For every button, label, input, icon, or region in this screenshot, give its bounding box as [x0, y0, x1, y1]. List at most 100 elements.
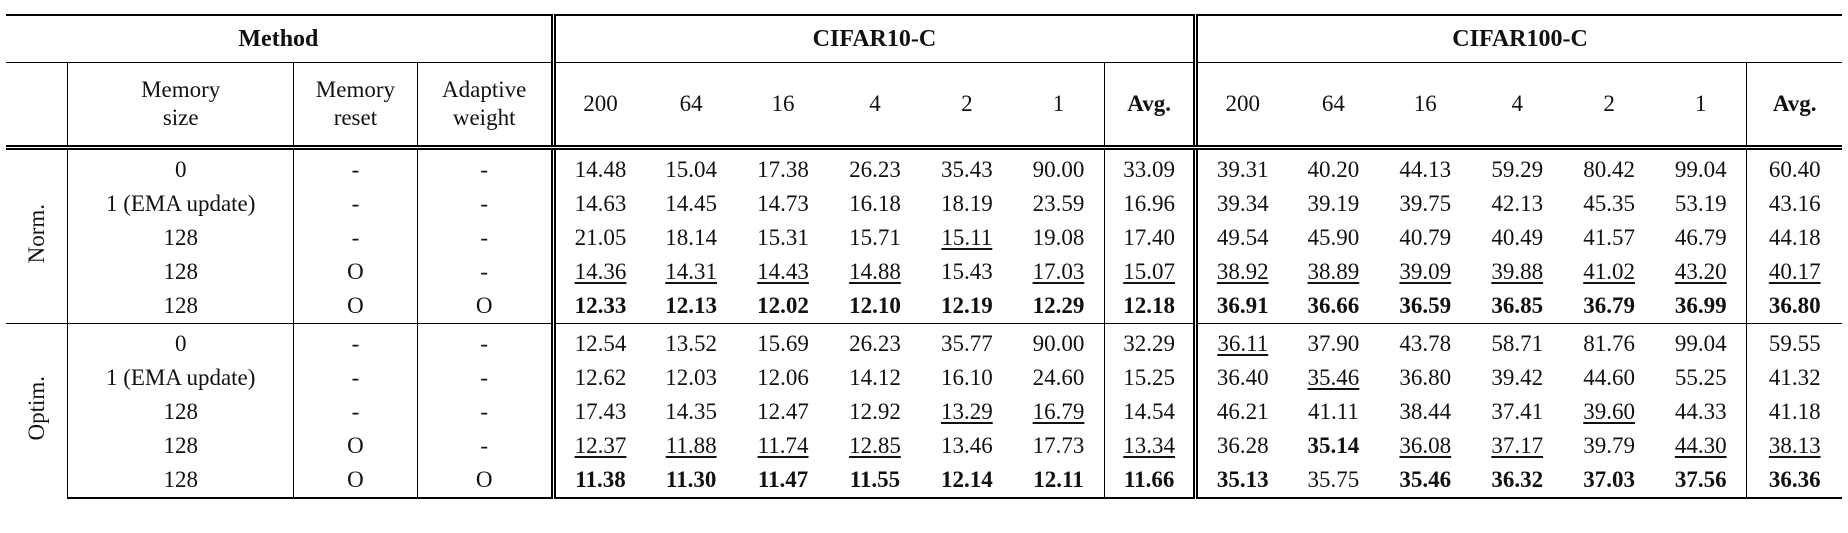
cell-text: -	[480, 399, 488, 424]
cell-value: 45.35	[1583, 191, 1635, 216]
cell-value: 39.88	[1491, 259, 1544, 284]
cell-value: 59.29	[1491, 157, 1544, 182]
value-cell: 14.54	[1104, 395, 1196, 429]
cell-text: 128	[163, 259, 198, 284]
cell-text: O	[347, 467, 364, 492]
method-cell: -	[416, 255, 554, 289]
cell-value: 46.79	[1674, 225, 1727, 250]
method-cell: -	[416, 323, 554, 361]
value-cell: 14.31	[645, 255, 737, 289]
value-cell: 12.29	[1013, 289, 1105, 324]
cell-value: 37.03	[1583, 467, 1635, 492]
method-cell: -	[416, 361, 554, 395]
cell-value: 33.09	[1123, 157, 1175, 182]
value-cell: 45.35	[1563, 187, 1655, 221]
cell-value: 14.88	[849, 259, 901, 284]
cell-value: 36.80	[1399, 365, 1452, 390]
value-cell: 14.48	[550, 147, 646, 187]
cell-text: -	[351, 191, 360, 216]
method-title: Method	[238, 25, 319, 52]
header-text: Memory	[315, 77, 395, 102]
value-cell: 13.29	[921, 395, 1013, 429]
cell-value: 44.33	[1674, 399, 1727, 424]
value-cell: 44.30	[1655, 429, 1747, 463]
value-cell: 11.66	[1104, 463, 1196, 499]
dataset-header: CIFAR10-C	[550, 14, 1196, 63]
cell-value: 41.02	[1583, 259, 1635, 284]
method-column-header: Memory reset	[293, 62, 417, 150]
value-cell: 26.23	[829, 148, 921, 188]
cell-value: 12.47	[757, 399, 809, 424]
value-cell: 21.05	[550, 221, 646, 255]
cell-value: 43.78	[1399, 331, 1452, 356]
cell-value: 35.14	[1307, 433, 1360, 458]
data-row: 128 O O 11.38 11.30 11.47 11.55 12.14 12.11 11.66…	[6, 463, 1842, 499]
value-cell: 14.88	[829, 255, 921, 289]
cell-value: 35.43	[940, 157, 993, 182]
cell-value: 39.31	[1216, 157, 1269, 182]
cell-text: 128	[163, 433, 198, 458]
value-cell: 14.43	[737, 255, 829, 289]
value-cell: 13.46	[921, 429, 1013, 463]
value-cell: 38.13	[1746, 429, 1842, 463]
value-cell: 46.79	[1655, 221, 1747, 255]
results-table: Method CIFAR10-C CIFAR100-C Memory size Memor…	[6, 14, 1842, 499]
value-cell: 26.23	[829, 323, 921, 361]
cell-text: -	[351, 225, 360, 250]
cell-value: 36.99	[1674, 293, 1727, 318]
cell-text: 128	[163, 467, 198, 492]
cell-value: 14.63	[574, 191, 627, 216]
value-cell: 36.80	[1746, 289, 1842, 324]
value-cell: 15.71	[829, 221, 921, 255]
value-cell: 36.66	[1287, 289, 1379, 324]
value-cell: 39.88	[1471, 255, 1563, 289]
dataset-title: CIFAR10-C	[812, 25, 937, 52]
table-container: Method CIFAR10-C CIFAR100-C Memory size Memor…	[6, 14, 1842, 499]
data-row: Optim. 0 - - 12.54 13.52 15.69 26.23 35.77 90.00 3…	[6, 323, 1842, 498]
value-cell: 12.37	[550, 429, 646, 463]
value-cell: 12.13	[645, 289, 737, 324]
value-cell: 16.10	[921, 361, 1013, 395]
cell-value: 40.79	[1399, 225, 1452, 250]
value-cell: 11.38	[550, 463, 646, 499]
value-cell: 12.62	[550, 361, 646, 395]
cell-value: 14.12	[849, 365, 901, 390]
value-cell: 15.04	[645, 148, 737, 188]
cell-value: 39.60	[1583, 399, 1635, 424]
cell-value: 17.43	[574, 399, 627, 424]
value-cell: 17.38	[737, 148, 829, 188]
cell-value: 49.54	[1216, 225, 1269, 250]
value-cell: 44.18	[1746, 221, 1842, 255]
method-cell: 128	[67, 395, 294, 429]
group-label-cell: Optim.	[6, 323, 68, 498]
cell-text: -	[480, 157, 488, 182]
value-cell: 55.25	[1655, 361, 1747, 395]
cell-value: 17.38	[757, 157, 809, 182]
value-cell: 36.36	[1746, 463, 1842, 499]
value-cell: 58.71	[1471, 323, 1564, 361]
empty-cell	[6, 62, 68, 150]
group-label-cell: Norm.	[6, 148, 68, 324]
value-cell: 43.78	[1379, 323, 1472, 361]
cell-value: 15.31	[757, 225, 809, 250]
group-label: Norm.	[23, 204, 49, 264]
cell-text: -	[351, 331, 360, 356]
value-cell: 12.54	[550, 323, 646, 361]
value-cell: 99.04	[1655, 323, 1747, 361]
value-cell: 49.54	[1193, 221, 1288, 255]
data-row: 128 - - 17.43 14.35 12.47 12.92 13.29 16.79 14.54…	[6, 395, 1842, 429]
cell-value: 36.59	[1399, 293, 1452, 318]
data-row: 128 O O 12.33 12.13 12.02 12.10 12.19 12.29 12.18…	[6, 289, 1842, 324]
value-cell: 44.13	[1379, 148, 1471, 188]
value-cell: 32.29	[1104, 323, 1196, 361]
cell-value: 12.54	[574, 331, 627, 356]
header-text: Avg.	[1772, 91, 1817, 116]
data-column-header: 2	[1563, 62, 1656, 150]
cell-text: O	[475, 293, 493, 318]
cell-value: 45.90	[1307, 225, 1360, 250]
value-cell: 17.73	[1013, 429, 1105, 463]
method-cell: -	[416, 147, 554, 187]
cell-value: 41.57	[1583, 225, 1635, 250]
method-cell: -	[293, 323, 417, 361]
cell-value: 12.02	[757, 293, 809, 318]
